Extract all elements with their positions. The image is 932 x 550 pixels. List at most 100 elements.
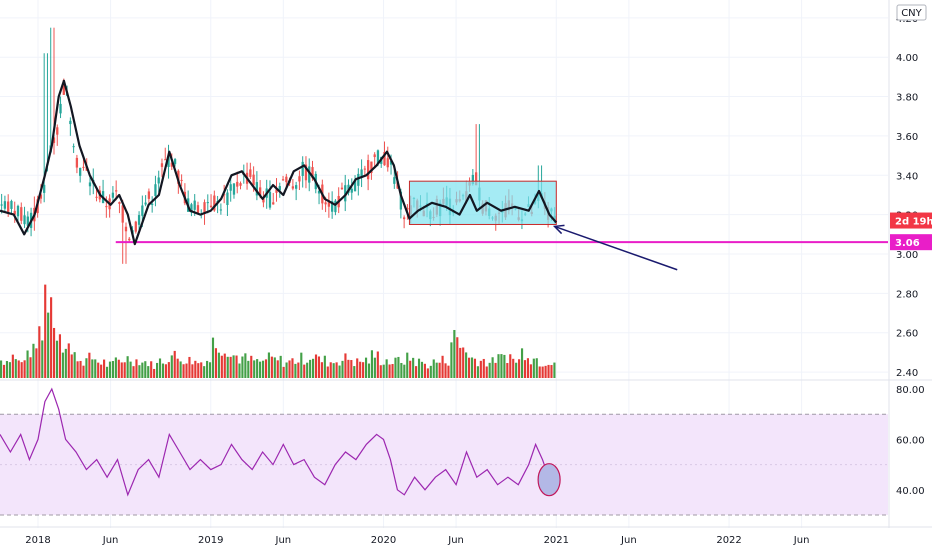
candle-body (134, 221, 137, 232)
volume-bar (182, 364, 185, 378)
currency-badge[interactable] (896, 4, 927, 21)
candle-body (209, 205, 213, 208)
candle-body (16, 205, 20, 217)
moving-average (0, 79, 558, 246)
volume-bar (73, 352, 76, 378)
volume-bar (32, 343, 35, 378)
volume-bar (423, 363, 426, 378)
candle-body (75, 157, 79, 168)
volume-bar (88, 352, 91, 378)
volume-bar (0, 360, 3, 378)
volume-bar (138, 365, 141, 378)
candle-body (26, 216, 29, 226)
candle-body (239, 183, 242, 186)
volume-bar (417, 358, 421, 378)
volume-bar (447, 365, 450, 378)
candle-body (137, 215, 141, 225)
volume-bar (150, 361, 153, 378)
current-price-label: 3.06 (895, 238, 920, 249)
volume-bar (35, 348, 38, 378)
volume-bar (444, 363, 447, 378)
y-tick-label: 2.60 (896, 329, 918, 340)
volume-bar (400, 362, 403, 378)
candle-body (118, 202, 121, 204)
volume-bar (259, 361, 262, 378)
volume-bar (61, 352, 64, 378)
volume-bar (103, 359, 106, 378)
candle-body (471, 174, 474, 185)
candle-body (317, 190, 321, 194)
candle-body (324, 202, 327, 205)
volume-bar (367, 363, 371, 378)
volume-bar (353, 366, 356, 378)
volume-bar (44, 284, 47, 378)
volume-bar (347, 359, 350, 378)
ma-line (0, 79, 558, 246)
volume-bar (415, 366, 418, 378)
volume-bar (391, 364, 394, 378)
volume-bar (373, 357, 376, 378)
candle-body (173, 159, 177, 165)
countdown-label: 2d 19h (895, 217, 932, 228)
x-tick-label: Jun (275, 535, 292, 546)
volume-bar (538, 366, 541, 378)
volume-bar (70, 354, 73, 378)
volume-bar (303, 364, 306, 378)
volume-bar (450, 342, 453, 378)
volume-bar (132, 366, 135, 378)
volume-bar (170, 355, 173, 378)
candle-body (124, 226, 128, 232)
candle-body (357, 173, 360, 186)
volume-bar (185, 363, 188, 378)
x-tick-label: 2020 (371, 535, 396, 546)
rsi-highlight (537, 463, 561, 497)
candle-body (79, 167, 82, 176)
volume-bar (329, 362, 332, 378)
candle-body (232, 183, 236, 195)
volume-bar (535, 358, 538, 378)
y-tick-label: 2.40 (896, 368, 918, 379)
candle-body (193, 200, 196, 210)
candle-body (272, 202, 275, 205)
volume-bar (120, 362, 123, 378)
volume-bar (111, 361, 114, 378)
volume-bar (264, 359, 268, 378)
volume-bar (382, 364, 385, 378)
candle-body (59, 103, 62, 114)
candle-body (370, 161, 373, 174)
candle-body (121, 205, 124, 223)
volume-bar (273, 357, 276, 378)
volume-bar (144, 361, 147, 378)
volume-bar (385, 359, 388, 378)
volume-bar (200, 362, 203, 378)
volume-bar (541, 366, 544, 378)
volume-bar (117, 359, 120, 378)
candle-body (474, 172, 478, 186)
volume-bar (314, 354, 318, 378)
volume-bar (211, 337, 215, 378)
volume-bar (309, 359, 312, 378)
y-tick-label: 3.00 (896, 250, 918, 261)
volume-bar (47, 312, 50, 378)
volume-bar (467, 357, 471, 378)
volume-bar (356, 358, 359, 378)
candle-body (52, 137, 56, 143)
candle-body (334, 200, 337, 213)
volume-bar (52, 327, 56, 378)
volume-bar (344, 353, 347, 378)
volume-bar (5, 361, 9, 378)
volume-bar (153, 368, 156, 378)
volume-bar (100, 364, 103, 378)
candle-body (82, 166, 85, 168)
rsi-indicator (0, 387, 561, 497)
volume-bar (412, 357, 415, 378)
candle-body (389, 160, 393, 165)
candle-body (353, 179, 357, 192)
volume-bar (456, 337, 459, 378)
y-tick-label: 2.80 (896, 289, 918, 300)
volume-bar (544, 365, 547, 378)
volume-bar (311, 358, 315, 378)
candle-body (295, 185, 298, 189)
volume-bar (161, 363, 165, 378)
